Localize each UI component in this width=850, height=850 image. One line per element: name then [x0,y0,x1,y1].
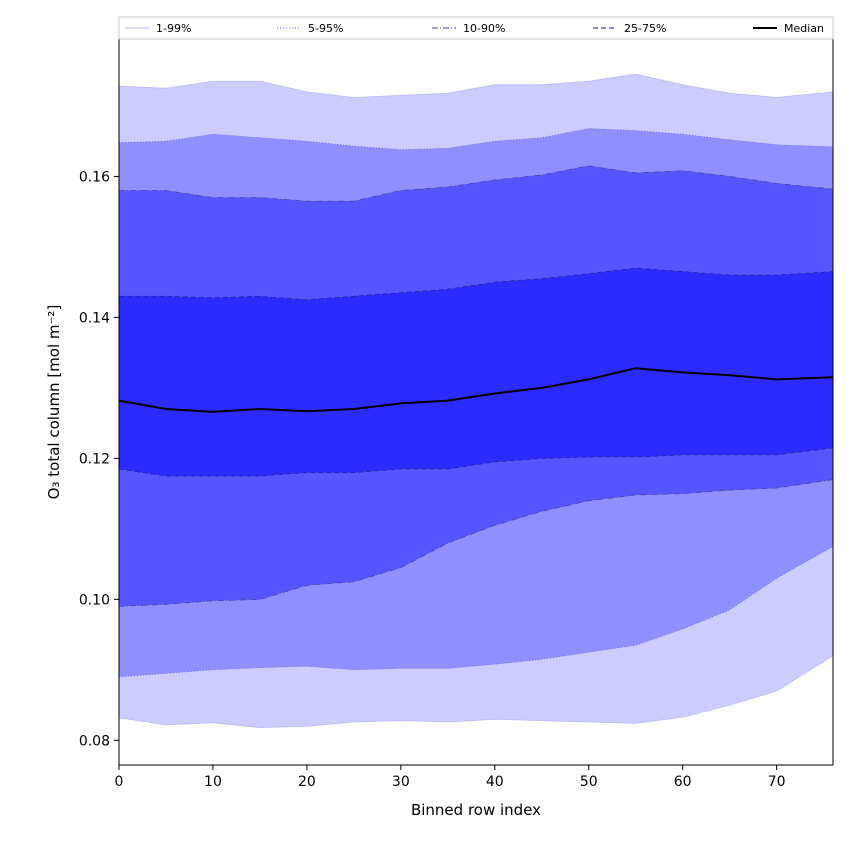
y-tick-label-2: 0.12 [79,451,110,467]
band-area-3 [119,268,833,476]
band-edge-lower-0 [118,655,834,729]
legend-label-2: 10-90% [463,22,505,35]
band-edge-lower-2 [118,479,834,607]
x-tick-label-3: 30 [392,774,410,790]
y-tick-label-4: 0.16 [79,169,110,185]
band-edge-lower-3 [118,447,834,477]
x-tick-label-4: 40 [486,774,504,790]
lines-layer [118,367,834,413]
band-edge-upper-3 [119,267,834,301]
legend: 1-99% 5-95% 10-90% 25-75% Median [118,16,834,40]
band-edge-lower-1 [118,546,834,678]
y-tick-label-1: 0.10 [79,592,110,608]
bands-layer [118,73,834,729]
legend-label-4: Median [784,22,824,35]
x-tick-label-1: 10 [204,774,222,790]
x-axis: 0 10 20 30 40 50 60 70 [115,765,786,790]
legend-box [118,16,834,40]
y-tick-label-0: 0.08 [79,733,110,749]
x-tick-label-0: 0 [115,774,124,790]
legend-label-3: 25-75% [624,22,666,35]
band-edge-upper-2 [119,165,834,202]
y-axis-title: O₃ total column [mol m⁻²] [45,305,63,500]
y-tick-label-3: 0.14 [79,310,110,326]
y-axis: 0.08 0.10 0.12 0.14 0.16 [79,169,119,749]
legend-label-1: 5-95% [308,22,343,35]
x-axis-title: Binned row index [411,801,541,819]
legend-label-0: 1-99% [156,22,191,35]
x-tick-label-6: 60 [674,774,692,790]
x-tick-label-5: 50 [580,774,598,790]
band-edge-upper-0 [118,73,834,98]
x-tick-label-7: 70 [768,774,786,790]
x-tick-label-2: 20 [298,774,316,790]
median-line [118,367,834,413]
